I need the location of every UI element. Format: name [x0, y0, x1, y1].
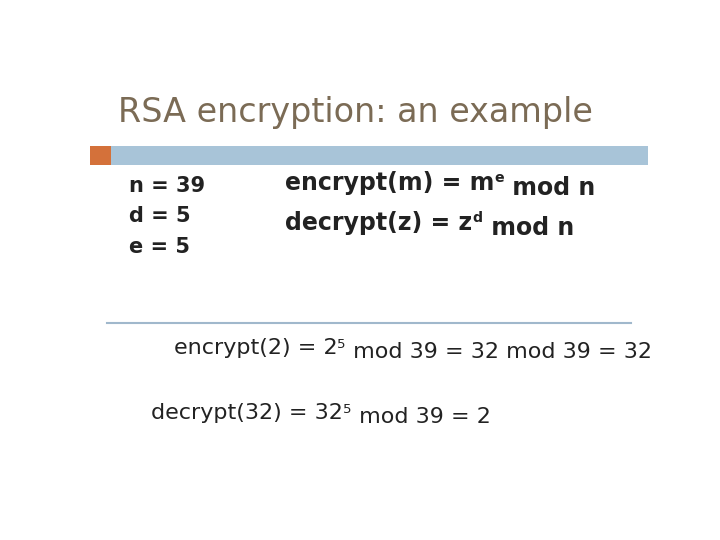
Text: decrypt(z) = z: decrypt(z) = z: [285, 211, 472, 235]
Text: mod n: mod n: [504, 176, 595, 200]
Text: d = 5: d = 5: [129, 206, 191, 226]
Text: decrypt(32) = 32: decrypt(32) = 32: [151, 403, 343, 423]
Text: 5: 5: [343, 403, 352, 416]
Text: e: e: [495, 171, 504, 185]
Text: mod 39 = 2: mod 39 = 2: [352, 407, 490, 427]
Text: d: d: [472, 211, 482, 225]
Text: e = 5: e = 5: [129, 237, 190, 256]
Text: 5: 5: [338, 338, 346, 350]
Text: encrypt(m) = m: encrypt(m) = m: [285, 171, 495, 195]
Bar: [90, 146, 648, 165]
Text: n = 39: n = 39: [129, 177, 205, 197]
Bar: [90, 146, 111, 165]
Text: mod 39 = 32 mod 39 = 32: mod 39 = 32 mod 39 = 32: [346, 342, 652, 362]
Text: mod n: mod n: [482, 217, 574, 240]
Text: RSA encryption: an example: RSA encryption: an example: [118, 96, 593, 129]
Text: encrypt(2) = 2: encrypt(2) = 2: [174, 338, 338, 357]
